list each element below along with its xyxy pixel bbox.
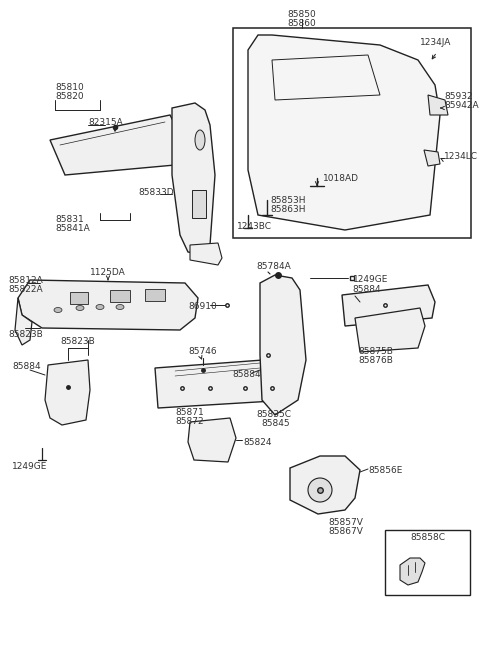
- Ellipse shape: [96, 305, 104, 310]
- Text: 85812A: 85812A: [8, 276, 43, 285]
- Text: 85810: 85810: [55, 83, 84, 92]
- Text: 85871: 85871: [175, 408, 204, 417]
- Polygon shape: [172, 103, 215, 255]
- Polygon shape: [45, 360, 90, 425]
- Text: 85876B: 85876B: [358, 356, 393, 365]
- Bar: [385, 530, 470, 595]
- Text: 85875B: 85875B: [358, 347, 393, 356]
- Text: 85820: 85820: [55, 92, 84, 101]
- Polygon shape: [424, 150, 440, 166]
- Text: 85858C: 85858C: [410, 533, 445, 542]
- Text: 1249GE: 1249GE: [353, 275, 388, 284]
- Polygon shape: [155, 358, 296, 408]
- Text: 85863H: 85863H: [270, 205, 305, 214]
- Polygon shape: [190, 243, 222, 265]
- Text: 85856E: 85856E: [368, 466, 402, 475]
- Polygon shape: [18, 280, 198, 330]
- Text: 85833D: 85833D: [138, 188, 174, 197]
- Text: 85860: 85860: [288, 19, 316, 28]
- Text: 85746: 85746: [188, 347, 216, 356]
- Circle shape: [308, 478, 332, 502]
- Polygon shape: [272, 55, 380, 100]
- Text: 85823B: 85823B: [60, 337, 96, 346]
- Ellipse shape: [54, 307, 62, 312]
- Text: 1249GE: 1249GE: [12, 462, 48, 471]
- Ellipse shape: [195, 130, 205, 150]
- Text: 85853H: 85853H: [270, 196, 305, 205]
- Bar: [70, 292, 88, 304]
- Polygon shape: [260, 275, 306, 415]
- Polygon shape: [15, 298, 32, 345]
- Text: 85822A: 85822A: [8, 285, 43, 294]
- Text: 85872: 85872: [175, 417, 204, 426]
- Text: 1234LC: 1234LC: [444, 152, 478, 161]
- Text: 82315A: 82315A: [88, 118, 123, 127]
- Polygon shape: [428, 95, 448, 115]
- Text: 85867V: 85867V: [328, 527, 363, 536]
- Text: 85884: 85884: [352, 285, 381, 294]
- Bar: [192, 190, 206, 218]
- Text: 85835C: 85835C: [256, 410, 291, 419]
- Text: 85841A: 85841A: [55, 224, 90, 233]
- Text: 85884: 85884: [12, 362, 41, 371]
- Polygon shape: [50, 115, 183, 175]
- Text: 85857V: 85857V: [328, 518, 363, 527]
- Ellipse shape: [76, 305, 84, 310]
- Text: 85942A: 85942A: [444, 101, 479, 110]
- Polygon shape: [355, 308, 425, 352]
- Bar: [145, 289, 165, 301]
- Text: 1125DA: 1125DA: [90, 268, 126, 277]
- Polygon shape: [248, 35, 440, 230]
- Ellipse shape: [116, 305, 124, 310]
- Polygon shape: [188, 418, 236, 462]
- Bar: [110, 290, 130, 302]
- Text: 85824: 85824: [243, 438, 272, 447]
- Text: 1234JA: 1234JA: [420, 38, 451, 47]
- Polygon shape: [342, 285, 435, 326]
- Text: 1243BC: 1243BC: [237, 222, 272, 231]
- Text: 1018AD: 1018AD: [323, 174, 359, 183]
- Text: 85823B: 85823B: [8, 330, 43, 339]
- Polygon shape: [290, 456, 360, 514]
- Bar: [233, 28, 471, 238]
- Text: 85845: 85845: [261, 419, 289, 428]
- Text: 85784A: 85784A: [256, 262, 291, 271]
- Text: 85831: 85831: [55, 215, 84, 224]
- Text: 85850: 85850: [288, 10, 316, 19]
- Text: 86910: 86910: [188, 302, 217, 311]
- Text: 85932: 85932: [444, 92, 473, 101]
- Text: 85884: 85884: [232, 370, 261, 379]
- Polygon shape: [400, 558, 425, 585]
